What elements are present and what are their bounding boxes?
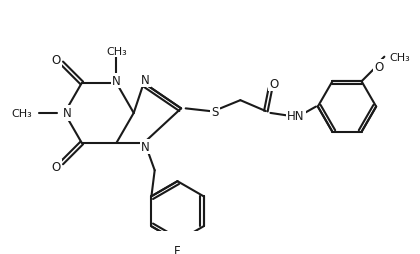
Text: O: O bbox=[52, 161, 61, 173]
Text: N: N bbox=[63, 107, 71, 120]
Text: O: O bbox=[374, 61, 383, 74]
Text: O: O bbox=[52, 54, 61, 67]
Text: S: S bbox=[211, 105, 218, 118]
Text: CH₃: CH₃ bbox=[106, 47, 127, 57]
Text: F: F bbox=[174, 244, 181, 254]
Text: CH₃: CH₃ bbox=[11, 108, 32, 118]
Text: N: N bbox=[141, 73, 150, 86]
Text: HN: HN bbox=[287, 110, 304, 123]
Text: N: N bbox=[141, 140, 150, 153]
Text: CH₃: CH₃ bbox=[389, 53, 410, 62]
Text: N: N bbox=[112, 74, 121, 87]
Text: O: O bbox=[270, 78, 279, 91]
